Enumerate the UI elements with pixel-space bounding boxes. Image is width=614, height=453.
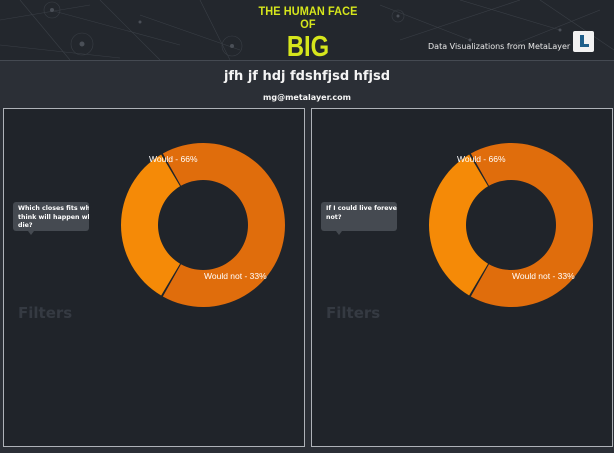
slice-label: Would not - 33% [204,271,267,281]
tagline: Data Visualizations from MetaLayer [428,42,571,51]
donut-chart: Would - 66% Would not - 33% [121,143,285,307]
tooltip-pointer [28,231,34,235]
chart-panel-left: Would - 66% Would not - 33% Which closes … [3,108,305,447]
question-tooltip: Which closes fits what think will happen… [13,202,89,231]
site-header: THE HUMAN FACE OF BIG DATA Data Visualiz… [0,0,614,60]
big-data-logo[interactable]: THE HUMAN FACE OF BIG DATA [252,6,364,60]
tooltip-line: Which closes fits what [18,205,89,212]
tooltip-line: think will happen whe [18,213,89,221]
chart-panel-right: Would - 66% Would not - 33% If I could li… [311,108,613,447]
donut-chart: Would - 66% Would not - 33% [429,143,593,307]
donut-slice-would-not[interactable] [121,154,181,296]
tooltip-line: not? [326,213,342,221]
slice-label: Would - 66% [149,154,198,164]
slice-label: Would - 66% [457,154,506,164]
donut-slice-would[interactable] [162,143,285,307]
filters-label: Filters [326,304,381,322]
question-tooltip: If I could live forever I not? [321,202,397,231]
title-band: jfh jf hdj fdshfjsd hfjsd mg@metalayer.c… [0,60,614,106]
tooltip-line: If I could live forever I [326,205,397,212]
network-background [0,0,614,60]
slice-label: Would not - 33% [512,271,575,281]
metalayer-logo-icon[interactable] [573,31,594,52]
tooltip-line: die? [18,222,33,229]
donut-slice-would[interactable] [470,143,593,307]
donut-slice-would-not[interactable] [429,154,489,296]
page-title: jfh jf hdj fdshfjsd hfjsd [223,69,391,84]
user-email: mg@metalayer.com [263,93,351,102]
tooltip-pointer [336,231,342,235]
logo-line-1: THE HUMAN FACE OF [258,6,358,31]
logo-line-2: BIG DATA [286,31,330,60]
filters-label: Filters [18,304,73,322]
